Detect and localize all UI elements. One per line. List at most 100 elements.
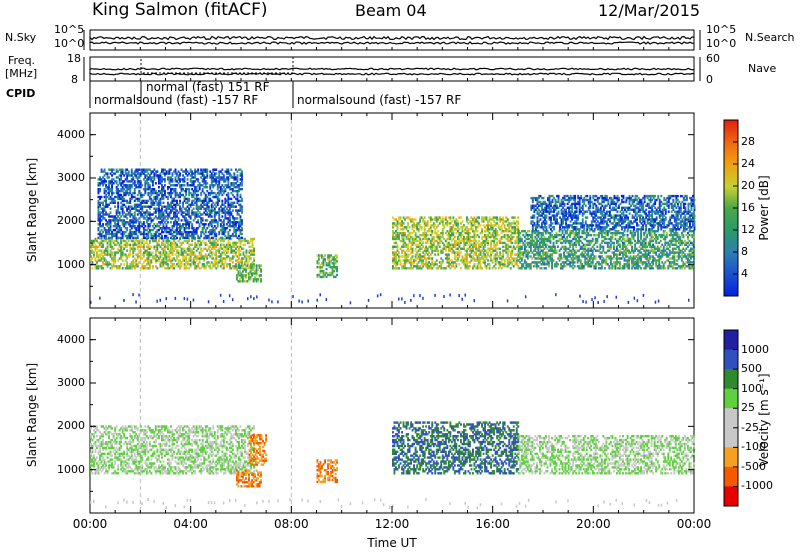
data-cell (148, 223, 151, 226)
data-cell (213, 215, 216, 218)
data-cell (546, 255, 549, 258)
data-cell (201, 178, 204, 181)
data-cell (213, 174, 216, 177)
data-cell (399, 224, 402, 227)
data-cell (417, 255, 420, 258)
data-cell (422, 259, 425, 262)
data-cell (455, 241, 458, 245)
data-cell (398, 257, 400, 260)
data-cell (219, 219, 222, 222)
data-cell (219, 225, 222, 228)
data-cell (221, 193, 224, 197)
data-cell (170, 195, 172, 199)
data-cell (456, 224, 459, 227)
data-cell (221, 243, 224, 246)
data-cell (112, 191, 115, 195)
data-cell (212, 251, 215, 254)
data-cell (523, 249, 526, 252)
data-cell (228, 245, 231, 248)
data-cell (100, 245, 103, 248)
data-cell (531, 261, 534, 264)
data-cell (97, 255, 100, 258)
data-cell (410, 267, 412, 270)
data-cell (426, 222, 429, 225)
data-cell (168, 232, 171, 236)
data-cell (148, 261, 151, 264)
data-cell (158, 232, 160, 236)
data-cell (192, 247, 195, 250)
data-cell (210, 251, 213, 254)
data-cell (93, 245, 95, 248)
data-cell (188, 184, 191, 187)
data-cell (108, 197, 110, 201)
data-cell (584, 251, 587, 254)
data-cell (429, 247, 432, 250)
data-cell (176, 227, 178, 230)
data-cell (560, 233, 562, 237)
data-cell (411, 255, 414, 258)
data-cell (441, 249, 444, 252)
data-cell (434, 228, 437, 231)
data-cell (407, 259, 409, 262)
data-cell (130, 263, 133, 266)
data-cell (401, 235, 403, 239)
data-cell (139, 251, 142, 254)
data-cell (555, 261, 558, 264)
data-cell (456, 235, 459, 239)
data-cell (238, 251, 240, 254)
data-cell (161, 241, 163, 245)
data-cell (393, 231, 396, 235)
data-cell (575, 255, 578, 258)
data-cell (171, 207, 174, 210)
data-cell (248, 255, 251, 258)
data-cell (252, 278, 255, 281)
data-cell (537, 235, 540, 239)
data-cell (168, 211, 171, 214)
data-cell (231, 234, 234, 238)
data-cell (100, 225, 103, 228)
data-cell (458, 228, 461, 231)
data-cell (546, 261, 549, 264)
data-cell (102, 234, 104, 238)
data-cell (523, 259, 526, 262)
data-cell (162, 178, 165, 181)
data-cell (224, 189, 227, 193)
data-cell (450, 261, 453, 264)
data-cell (159, 209, 162, 212)
data-cell (588, 259, 591, 262)
data-cell (587, 239, 590, 243)
data-cell (422, 265, 425, 268)
data-cell (446, 253, 449, 256)
data-cell (499, 241, 502, 245)
data-cell (426, 249, 429, 252)
data-cell (417, 239, 420, 243)
data-cell (231, 225, 234, 228)
data-cell (572, 253, 575, 256)
data-cell (108, 215, 110, 218)
data-cell (472, 245, 474, 248)
data-cell (121, 209, 124, 212)
data-cell (228, 209, 231, 212)
data-cell (115, 176, 118, 179)
data-cell (177, 174, 180, 177)
data-cell (150, 234, 153, 238)
data-cell (248, 272, 250, 275)
data-cell (487, 224, 489, 227)
data-cell (233, 245, 236, 248)
data-cell (461, 237, 464, 241)
data-cell (546, 231, 549, 235)
data-cell (522, 263, 525, 266)
data-cell (121, 255, 124, 258)
data-cell (210, 243, 213, 246)
data-cell (168, 259, 171, 262)
data-cell (244, 261, 246, 264)
data-cell (238, 257, 240, 260)
data-cell (460, 226, 462, 229)
data-cell (479, 243, 482, 246)
data-cell (432, 263, 435, 266)
data-cell (322, 258, 325, 261)
data-cell (138, 180, 141, 183)
data-cell (467, 233, 470, 237)
data-cell (506, 220, 509, 223)
data-cell (148, 225, 151, 228)
